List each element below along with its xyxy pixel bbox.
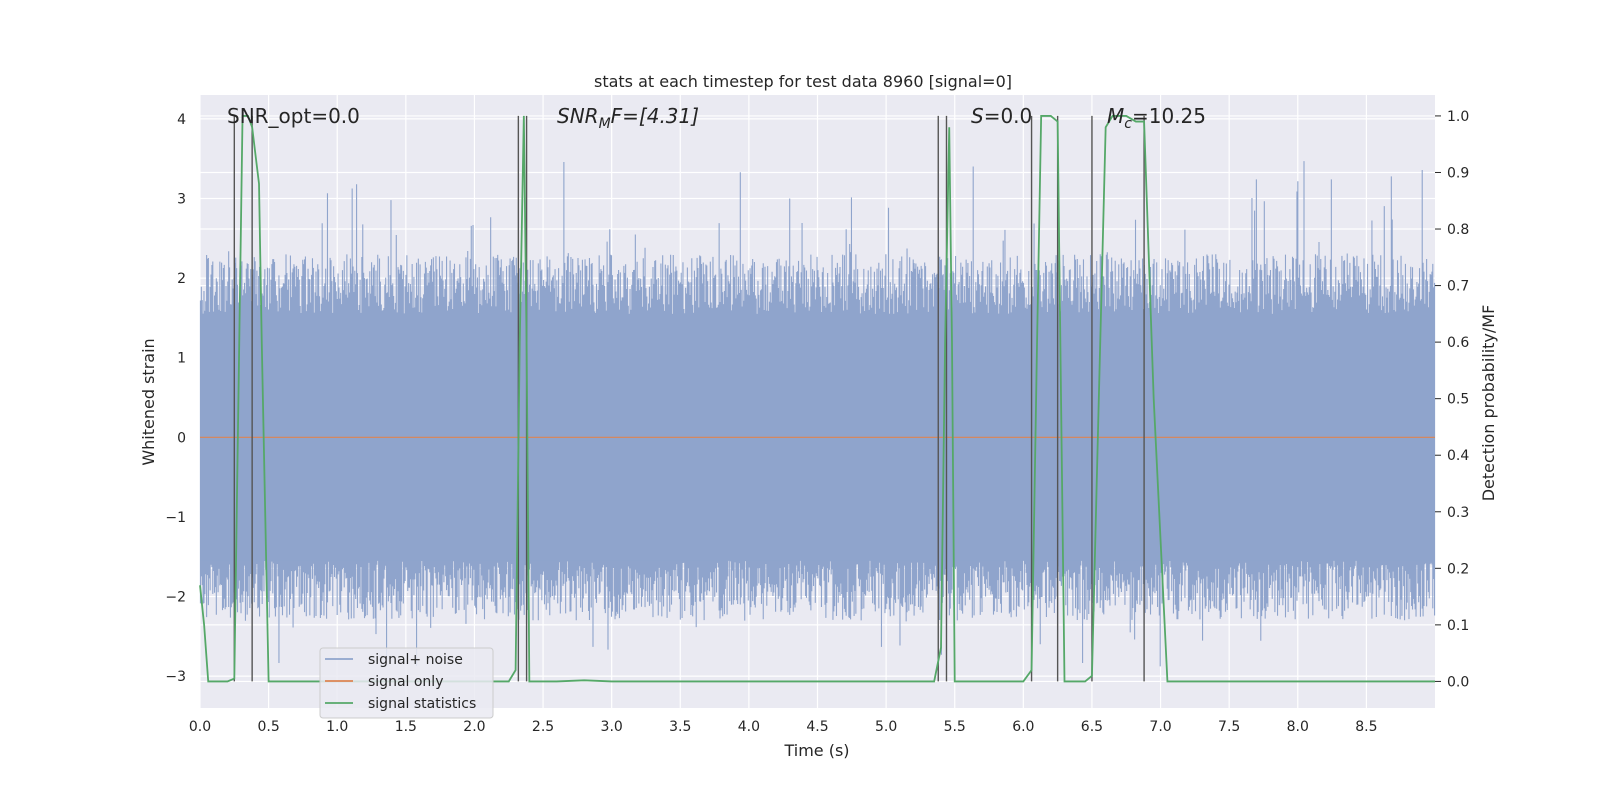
x-tick-label: 8.5 bbox=[1355, 719, 1377, 735]
y-tick-label: 0 bbox=[177, 430, 186, 446]
y-tick-label: 3 bbox=[177, 191, 186, 207]
y-tick-label: 4 bbox=[177, 112, 186, 128]
x-tick-label: 0.0 bbox=[189, 719, 211, 735]
y-right-tick-label: 0.7 bbox=[1447, 279, 1469, 295]
annotation-mc-sub: c bbox=[1124, 116, 1132, 132]
annotation-mc-var: M bbox=[1107, 104, 1124, 128]
x-tick-label: 7.0 bbox=[1149, 719, 1171, 735]
x-tick-label: 0.5 bbox=[257, 719, 279, 735]
y-right-tick-label: 1.0 bbox=[1447, 109, 1469, 125]
annotation-mc-value: =10.25 bbox=[1132, 104, 1206, 128]
y-right-tick-label: 0.6 bbox=[1447, 335, 1469, 351]
chart-title: stats at each timestep for test data 896… bbox=[594, 72, 1012, 91]
annotation-s-value: =0.0 bbox=[984, 104, 1033, 128]
x-axis-ticks: 0.0 0.5 1.0 1.5 2.0 2.5 3.0 3.5 4.0 4.5 5.0 5.5 6.0 6… bbox=[189, 719, 1378, 735]
annotation-snr-mf-f: F=[4.31] bbox=[611, 104, 699, 128]
annotation-mc: Mc=10.25 bbox=[1107, 104, 1206, 132]
x-axis-label: Time (s) bbox=[783, 741, 849, 760]
x-tick-label: 2.0 bbox=[463, 719, 485, 735]
y-tick-label: 2 bbox=[177, 271, 186, 287]
y-right-tick-label: 0.8 bbox=[1447, 222, 1469, 238]
x-tick-label: 3.0 bbox=[601, 719, 623, 735]
legend-label-stat: signal statistics bbox=[368, 696, 476, 712]
annotation-snr-mf: SNRMF=[4.31] bbox=[557, 104, 699, 132]
x-tick-label: 1.0 bbox=[326, 719, 348, 735]
x-tick-label: 4.5 bbox=[806, 719, 828, 735]
stat-series bbox=[199, 115, 1435, 683]
x-tick-label: 7.5 bbox=[1218, 719, 1240, 735]
y-tick-label: −2 bbox=[165, 590, 186, 606]
annotation-snr-mf-sub: M bbox=[599, 116, 611, 132]
y-tick-label: 1 bbox=[177, 351, 186, 367]
x-tick-label: 5.0 bbox=[875, 719, 897, 735]
legend-box bbox=[319, 647, 494, 719]
y-right-tick-label: 0.4 bbox=[1447, 448, 1469, 464]
y-right-tick-label: 0.5 bbox=[1447, 392, 1469, 408]
annotation-snr-mf-var: SNR bbox=[557, 104, 599, 128]
x-tick-label: 6.0 bbox=[1012, 719, 1034, 735]
legend-label-noise: signal+ noise bbox=[368, 652, 463, 668]
x-tick-label: 4.0 bbox=[738, 719, 760, 735]
y-tick-label: −1 bbox=[165, 510, 186, 526]
annotation-s-var: S bbox=[971, 104, 984, 128]
y-right-axis-label: Detection probability/MF bbox=[1479, 305, 1498, 502]
annotation-s: S=0.0 bbox=[971, 104, 1032, 128]
y-axis-label: Whitened strain bbox=[139, 338, 158, 465]
y-tick-label: −3 bbox=[165, 669, 186, 685]
x-tick-label: 3.5 bbox=[669, 719, 691, 735]
x-tick-label: 6.5 bbox=[1081, 719, 1103, 735]
y-right-tick-label: 0.0 bbox=[1447, 674, 1469, 690]
x-tick-label: 5.5 bbox=[944, 719, 966, 735]
legend-label-signal: signal only bbox=[368, 674, 443, 690]
x-tick-label: 2.5 bbox=[532, 719, 554, 735]
y-right-tick-label: 0.2 bbox=[1447, 561, 1469, 577]
x-tick-label: 8.0 bbox=[1287, 719, 1309, 735]
annotation-snr-opt: SNR_opt=0.0 bbox=[227, 104, 360, 128]
y-right-tick-label: 0.3 bbox=[1447, 505, 1469, 521]
y-axis-ticks: −3 −2 −1 0 1 2 3 4 bbox=[165, 112, 186, 685]
stat-line bbox=[199, 115, 1435, 683]
y-right-tick-label: 0.1 bbox=[1447, 618, 1469, 634]
x-tick-label: 1.5 bbox=[395, 719, 417, 735]
y-right-axis-ticks: 0.0 0.1 0.2 0.3 0.4 0.5 0.6 0.7 0.8 0.9 1.0 bbox=[1435, 109, 1469, 690]
legend: signal+ noise signal only signal statist… bbox=[319, 647, 494, 719]
y-right-tick-label: 0.9 bbox=[1447, 165, 1469, 181]
